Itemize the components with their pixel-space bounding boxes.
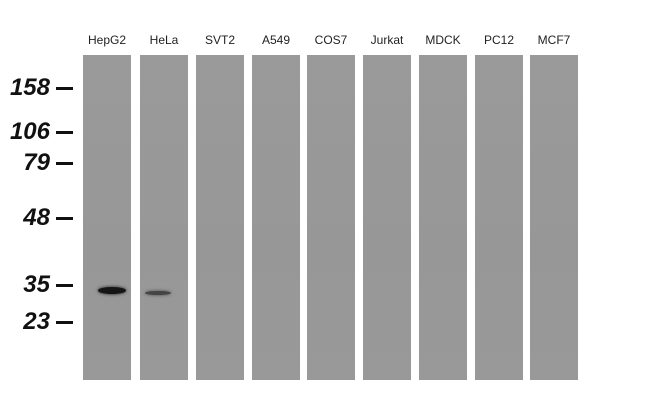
lane-hepg2 — [83, 55, 131, 380]
band-hela — [145, 291, 171, 295]
marker-tick — [56, 217, 73, 220]
marker-tick — [56, 87, 73, 90]
lane-hela — [140, 55, 188, 380]
lane-label: HeLa — [149, 33, 179, 47]
marker-tick — [56, 131, 73, 134]
marker-tick — [56, 162, 73, 165]
lane-jurkat — [363, 55, 411, 380]
lane-a549 — [252, 55, 300, 380]
marker-label: 158 — [9, 74, 50, 101]
marker-label: 79 — [23, 149, 50, 176]
marker-label: 106 — [9, 118, 50, 145]
lane-label: PC12 — [483, 33, 515, 47]
marker-label: 23 — [23, 308, 50, 335]
marker-label: 48 — [23, 204, 50, 231]
lane-label: A549 — [261, 33, 291, 47]
marker-tick — [56, 321, 73, 324]
lane-label: COS7 — [314, 33, 348, 47]
lane-svt2 — [196, 55, 244, 380]
lane-label: MCF7 — [537, 33, 571, 47]
lane-label: SVT2 — [204, 33, 235, 47]
lane-label: HepG2 — [87, 33, 127, 47]
lane-mcf7 — [530, 55, 578, 380]
lane-cos7 — [307, 55, 355, 380]
lane-pc12 — [475, 55, 523, 380]
marker-label: 35 — [23, 271, 50, 298]
marker-tick — [56, 284, 73, 287]
lane-label: Jurkat — [370, 33, 404, 47]
band-hepg2 — [98, 287, 126, 294]
lane-mdck — [419, 55, 467, 380]
lane-label: MDCK — [425, 33, 461, 47]
